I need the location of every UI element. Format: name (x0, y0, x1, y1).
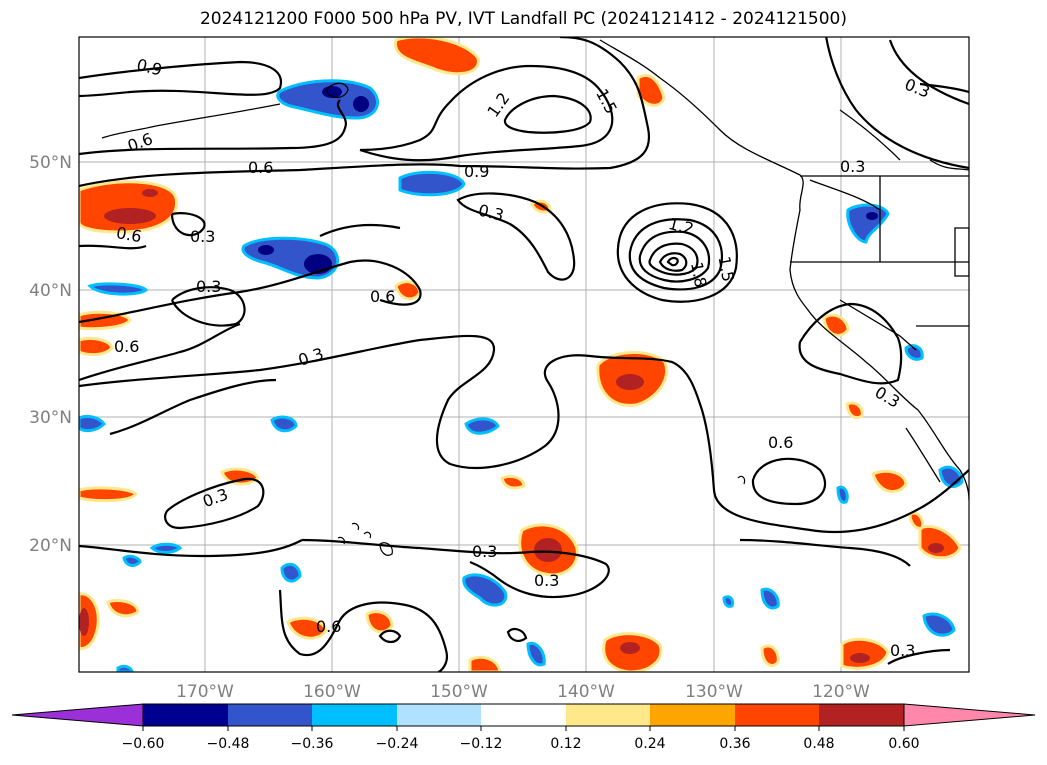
contour-label: 1.8 (687, 261, 710, 289)
colorbar-tick-label: 0.12 (550, 736, 581, 752)
contour-label: 0.6 (370, 287, 395, 306)
contour-label: 0.3 (534, 571, 559, 590)
map-title: 2024121200 F000 500 hPa PV, IVT Landfall… (199, 9, 847, 29)
strong-positive-cores (79, 189, 944, 663)
contour-label: 0.3 (196, 277, 221, 296)
anomaly-blob (79, 79, 964, 672)
contour-label: 0.6 (115, 223, 143, 246)
colorbar-segment (819, 704, 904, 726)
contour-label: 0.3 (890, 641, 915, 660)
lon-label: 120°W (812, 682, 870, 702)
lon-label: 170°W (176, 682, 234, 702)
lon-label: 140°W (557, 682, 615, 702)
contour-label: 0.6 (316, 617, 341, 636)
contour-label: 0.3 (472, 542, 497, 561)
lat-label: 40°N (29, 281, 72, 301)
colorbar-segment (566, 704, 650, 726)
contour-label: 1.5 (715, 255, 738, 283)
colorbar: −0.60 −0.48 −0.36 −0.24 −0.12 0.12 0.24 … (11, 703, 1036, 752)
contour-label: 0.6 (768, 433, 793, 452)
contour-label: 0.3 (190, 227, 215, 246)
positive-anomaly-fills (79, 37, 962, 672)
colorbar-segment (397, 704, 481, 726)
colorbar-tick-label: −0.60 (122, 736, 165, 752)
lat-label: 50°N (29, 153, 72, 173)
plot-frame (78, 36, 970, 673)
colorbar-tick-label: −0.24 (376, 736, 419, 752)
colorbar-extend-max (903, 703, 1036, 727)
colorbar-tick-label: 0.24 (634, 736, 665, 752)
anomaly-blob (79, 37, 962, 672)
lat-labels: 50°N 40°N 30°N 20°N (29, 153, 72, 556)
pv-contours (79, 37, 969, 672)
colorbar-tick-label: 0.48 (803, 736, 834, 752)
contour-label: 0.6 (114, 337, 139, 356)
colorbar-segment (650, 704, 735, 726)
colorbar-tick-label: 0.60 (888, 736, 919, 752)
colorbar-segment (735, 704, 819, 726)
contour-label: 0.3 (840, 157, 865, 176)
colorbar-tick-label: −0.48 (207, 736, 250, 752)
colorbar-tick-label: −0.12 (460, 736, 503, 752)
colorbar-segment (228, 704, 312, 726)
islands (101, 82, 746, 556)
lat-label: 30°N (29, 408, 72, 428)
gridlines (79, 37, 969, 672)
colorbar-segment (481, 704, 566, 726)
lon-label: 160°W (303, 682, 361, 702)
contour-label: 0.9 (464, 162, 489, 181)
lon-label: 150°W (430, 682, 488, 702)
lat-label: 20°N (29, 536, 72, 556)
colorbar-tick-label: −0.36 (291, 736, 334, 752)
lon-label: 130°W (685, 682, 743, 702)
colorbar-extend-min (11, 703, 144, 727)
colorbar-segment (312, 704, 397, 726)
lon-labels: 170°W 160°W 150°W 140°W 130°W 120°W (176, 682, 870, 702)
colorbar-segment (143, 704, 228, 726)
coastlines (599, 39, 969, 501)
map-plot-area: 0.9 0.6 0.6 0.9 0.3 1.2 1.5 0.3 0.6 0.3 … (79, 37, 969, 672)
colorbar-tick-label: 0.36 (719, 736, 750, 752)
contour-label: 0.6 (248, 158, 273, 177)
